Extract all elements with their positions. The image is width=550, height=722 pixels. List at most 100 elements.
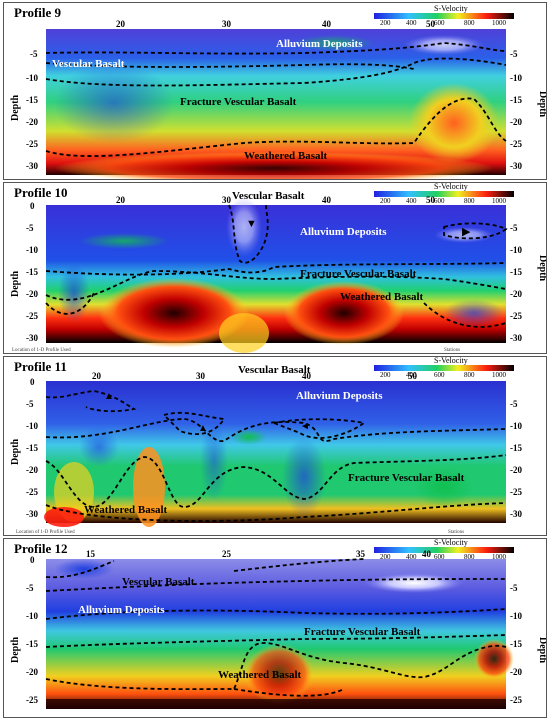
profile-title: Profile 12 [14, 541, 68, 556]
depth-tick: -25 [26, 487, 38, 497]
depth-tick: -10 [26, 421, 38, 431]
depth-tick: -20 [26, 289, 38, 299]
profile-12-plot: Profile 12 S-Velocity 200 400 600 800 10… [10, 538, 548, 709]
layer-label: Weathered Basalt [244, 150, 328, 162]
left-axis: -5 -10 -15 -20 -25 -30 Depth [10, 49, 38, 171]
depth-tick: -30 [26, 161, 38, 171]
layer-label: Fracture Vescular Basalt [304, 626, 421, 638]
top-tick: 40 [302, 371, 312, 381]
depth-tick: -20 [510, 465, 522, 475]
top-tick: 30 [222, 19, 232, 29]
depth-tick: -10 [510, 611, 522, 621]
legend-title: S-Velocity [434, 4, 468, 13]
top-tick: 30 [196, 371, 206, 381]
depth-tick: -5 [30, 49, 38, 59]
depth-tick: -5 [510, 223, 518, 233]
layer-label: Alluvium Deposits [276, 38, 363, 50]
legend-title: S-Velocity [434, 357, 468, 365]
depth-axis-label: Depth [10, 270, 21, 297]
depth-tick: -20 [26, 465, 38, 475]
top-tick: 50 [426, 19, 436, 29]
legend-tick: 200 [380, 553, 391, 561]
top-tick: 50 [408, 371, 418, 381]
depth-tick: -10 [26, 73, 38, 83]
depth-tick: -25 [26, 139, 38, 149]
top-tick: 20 [116, 19, 126, 29]
legend-tick: 400 [406, 553, 417, 561]
depth-tick: -20 [26, 667, 38, 677]
depth-tick: -15 [510, 95, 522, 105]
depth-tick: -15 [26, 267, 38, 277]
top-tick: 30 [222, 195, 232, 205]
legend-tick: 400 [406, 19, 417, 27]
footnote: Stations [448, 530, 464, 535]
legend-tick: 1000 [492, 197, 507, 205]
depth-tick: -20 [510, 667, 522, 677]
footnote: Stations [444, 348, 460, 353]
legend-tick: 600 [434, 197, 445, 205]
top-tick: 35 [356, 549, 366, 559]
depth-tick: -15 [26, 95, 38, 105]
top-tick: 20 [92, 371, 102, 381]
footnote: Location of 1-D Profile Used [16, 530, 75, 535]
layer-label: Weathered Basalt [340, 291, 424, 303]
legend-tick: 800 [464, 197, 475, 205]
legend-colorbar [374, 547, 514, 553]
top-tick: 50 [426, 195, 436, 205]
depth-axis-label: Depth [10, 94, 21, 121]
depth-tick: -5 [510, 583, 518, 593]
depth-tick: -20 [510, 117, 522, 127]
depth-tick: -15 [510, 639, 522, 649]
legend-colorbar [374, 191, 514, 197]
top-tick: 25 [222, 549, 232, 559]
legend-tick: 400 [406, 371, 417, 379]
depth-tick: -25 [510, 695, 522, 705]
layer-label: Fracture Vescular Basalt [300, 268, 417, 280]
footnote: Location of 1-D Profile Used [12, 348, 71, 353]
depth-axis-label: Depth [10, 636, 21, 663]
depth-axis-label: Depth [537, 255, 546, 282]
layer-boundaries [45, 204, 508, 328]
depth-tick: -10 [26, 245, 38, 255]
profile-9-plot: Profile 9 S-Velocity 200 400 600 800 100… [10, 4, 548, 184]
depth-axis-label: Depth [10, 438, 21, 465]
legend-tick: 200 [380, 197, 391, 205]
profile-11-plot: Profile 11 S-Velocity 200 400 600 800 10… [10, 356, 522, 535]
layer-label: Alluvium Deposits [296, 390, 383, 402]
depth-tick: -25 [510, 487, 522, 497]
depth-tick: -10 [510, 421, 522, 431]
velocity-legend: S-Velocity 200 400 600 800 1000 [374, 538, 514, 561]
depth-tick: 0 [30, 377, 35, 387]
legend-tick: 1000 [492, 553, 507, 561]
velocity-section [46, 29, 506, 184]
right-axis: -5 -10 -15 -20 -25 Depth [510, 583, 548, 705]
depth-tick: -15 [26, 639, 38, 649]
depth-tick: -30 [510, 509, 522, 519]
layer-boundaries [45, 558, 507, 697]
depth-axis-label: Depth [537, 91, 546, 118]
legend-tick: 600 [434, 371, 445, 379]
top-tick: 40 [422, 549, 432, 559]
depth-tick: -5 [26, 223, 34, 233]
legend-colorbar [374, 365, 514, 371]
legend-tick: 800 [464, 553, 475, 561]
left-axis: 0 -5 -10 -15 -20 -25 Depth [10, 555, 38, 705]
velocity-legend: S-Velocity 200 400 600 800 1000 [374, 4, 514, 27]
profile-10-panel: Profile 10 S-Velocity 200 400 600 800 10… [3, 182, 548, 354]
depth-tick: -15 [510, 267, 522, 277]
profile-9-panel: Profile 9 S-Velocity 200 400 600 800 100… [3, 2, 548, 184]
depth-tick: -25 [26, 695, 38, 705]
legend-tick: 800 [464, 19, 475, 27]
top-tick: 40 [322, 19, 332, 29]
depth-tick: -30 [510, 333, 522, 343]
depth-tick: -25 [510, 139, 522, 149]
layer-label: Fracture Vescular Basalt [180, 96, 297, 108]
top-tick: 20 [116, 195, 126, 205]
profile-title: Profile 9 [14, 5, 62, 20]
profile-10-plot: Profile 10 S-Velocity 200 400 600 800 10… [10, 182, 548, 353]
depth-axis-label: Depth [537, 637, 546, 664]
legend-tick: 200 [380, 371, 391, 379]
arrow-marker-icon: ▲ [104, 391, 114, 402]
layer-label: Alluvium Deposits [300, 226, 387, 238]
top-tick: 40 [322, 195, 332, 205]
